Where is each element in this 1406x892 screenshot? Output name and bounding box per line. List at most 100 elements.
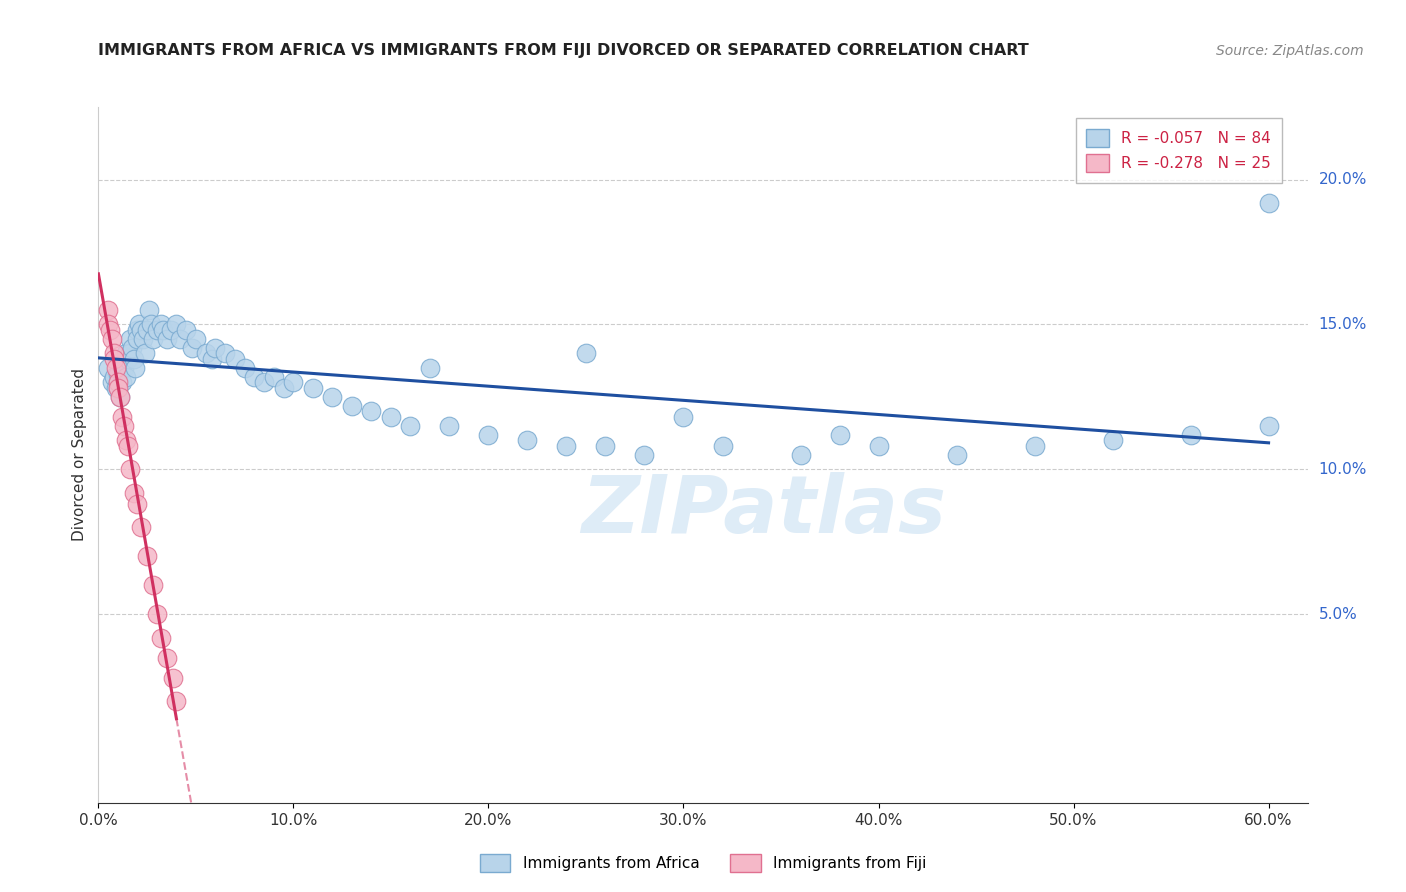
- Point: [711, 439, 734, 453]
- Point: [302, 381, 325, 395]
- Point: [107, 381, 129, 395]
- Point: [789, 448, 811, 462]
- Point: [159, 323, 181, 337]
- Point: [112, 361, 135, 376]
- Point: [104, 361, 127, 376]
- Point: [118, 332, 141, 346]
- Point: [114, 346, 136, 360]
- Point: [273, 381, 295, 395]
- Point: [233, 361, 256, 376]
- Point: [103, 346, 125, 360]
- Point: [152, 323, 174, 337]
- Point: [1257, 195, 1279, 210]
- Point: [1024, 439, 1046, 453]
- Point: [103, 352, 125, 367]
- Point: [111, 410, 134, 425]
- Text: 10.0%: 10.0%: [1319, 462, 1367, 477]
- Point: [575, 346, 598, 360]
- Point: [165, 318, 187, 332]
- Point: [111, 376, 134, 390]
- Point: [142, 578, 165, 592]
- Point: [419, 361, 441, 376]
- Point: [181, 341, 204, 355]
- Point: [142, 332, 165, 346]
- Point: [131, 520, 153, 534]
- Point: [131, 323, 153, 337]
- Point: [118, 462, 141, 476]
- Point: [224, 352, 246, 367]
- Point: [156, 332, 179, 346]
- Point: [108, 390, 131, 404]
- Point: [1257, 419, 1279, 434]
- Point: [399, 419, 422, 434]
- Point: [214, 346, 236, 360]
- Point: [117, 439, 139, 453]
- Point: [101, 332, 124, 346]
- Point: [127, 332, 149, 346]
- Point: [132, 332, 155, 346]
- Point: [134, 346, 156, 360]
- Point: [127, 497, 149, 511]
- Point: [595, 439, 617, 453]
- Point: [1101, 434, 1123, 448]
- Point: [828, 427, 851, 442]
- Point: [114, 434, 136, 448]
- Point: [103, 369, 125, 384]
- Legend: R = -0.057   N = 84, R = -0.278   N = 25: R = -0.057 N = 84, R = -0.278 N = 25: [1076, 118, 1282, 183]
- Point: [555, 439, 578, 453]
- Point: [243, 369, 266, 384]
- Point: [156, 651, 179, 665]
- Point: [204, 341, 226, 355]
- Point: [1180, 427, 1202, 442]
- Point: [516, 434, 538, 448]
- Text: Source: ZipAtlas.com: Source: ZipAtlas.com: [1216, 44, 1364, 58]
- Point: [200, 352, 222, 367]
- Y-axis label: Divorced or Separated: Divorced or Separated: [72, 368, 87, 541]
- Point: [169, 332, 191, 346]
- Point: [97, 361, 120, 376]
- Point: [184, 332, 207, 346]
- Point: [98, 323, 121, 337]
- Point: [672, 410, 695, 425]
- Text: 15.0%: 15.0%: [1319, 317, 1367, 332]
- Point: [477, 427, 499, 442]
- Point: [127, 323, 149, 337]
- Point: [97, 303, 120, 318]
- Point: [117, 352, 139, 367]
- Point: [112, 419, 135, 434]
- Point: [263, 369, 285, 384]
- Point: [283, 376, 305, 390]
- Text: 20.0%: 20.0%: [1319, 172, 1367, 187]
- Legend: Immigrants from Africa, Immigrants from Fiji: Immigrants from Africa, Immigrants from …: [472, 846, 934, 880]
- Point: [165, 694, 187, 708]
- Point: [340, 399, 363, 413]
- Point: [111, 361, 134, 376]
- Point: [108, 390, 131, 404]
- Point: [118, 346, 141, 360]
- Text: IMMIGRANTS FROM AFRICA VS IMMIGRANTS FROM FIJI DIVORCED OR SEPARATED CORRELATION: IMMIGRANTS FROM AFRICA VS IMMIGRANTS FRO…: [98, 43, 1029, 58]
- Point: [253, 376, 276, 390]
- Point: [114, 369, 136, 384]
- Point: [107, 381, 129, 395]
- Point: [174, 323, 197, 337]
- Point: [122, 352, 145, 367]
- Point: [128, 318, 150, 332]
- Point: [149, 318, 172, 332]
- Point: [107, 376, 129, 390]
- Point: [162, 671, 184, 685]
- Point: [139, 318, 162, 332]
- Point: [138, 303, 160, 318]
- Point: [107, 367, 129, 381]
- Point: [122, 485, 145, 500]
- Point: [194, 346, 217, 360]
- Point: [104, 381, 127, 395]
- Text: ZIPatlas: ZIPatlas: [581, 472, 946, 549]
- Point: [101, 376, 124, 390]
- Point: [633, 448, 655, 462]
- Point: [146, 323, 169, 337]
- Point: [360, 404, 382, 418]
- Point: [136, 323, 159, 337]
- Point: [97, 318, 120, 332]
- Point: [945, 448, 967, 462]
- Point: [146, 607, 169, 622]
